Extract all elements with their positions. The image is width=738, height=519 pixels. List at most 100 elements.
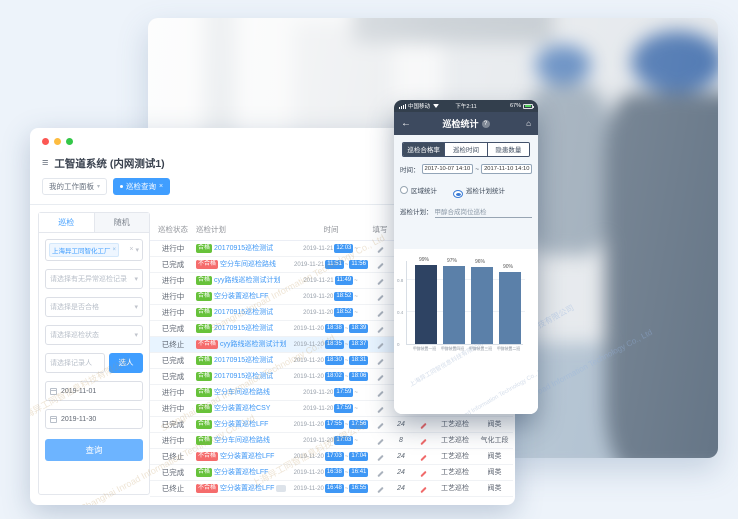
start-time-chip: 18:52: [334, 291, 354, 301]
filter-select[interactable]: 请选择有无异常巡检记录 ▾: [45, 269, 143, 289]
segment-tab-0[interactable]: 巡检合格率: [403, 143, 446, 156]
minimize-window-icon[interactable]: [54, 138, 61, 145]
fill-pen-icon[interactable]: [376, 438, 384, 445]
plan-link[interactable]: 空分装置巡检LFF: [220, 485, 275, 492]
x-tick-label: 甲醇装置一班: [413, 346, 437, 351]
choose-person-button[interactable]: 选人: [109, 353, 143, 373]
table-row[interactable]: 进行中 合格 空分车间巡检路线 2019-11-20 17:03 ~8 工艺巡检 气化工段: [150, 432, 513, 449]
start-time-chip: 18:38: [324, 323, 344, 333]
plan-cell: 合格 空分装置巡检CSY: [196, 400, 292, 417]
radio-icon: [453, 190, 463, 198]
fill-pen-icon[interactable]: [376, 326, 384, 333]
date-to-input[interactable]: 2019-11-30: [45, 409, 143, 429]
time-to-input[interactable]: 2017-11-10 14:10: [481, 164, 533, 174]
plan-link[interactable]: 空分装置巡检LFF: [214, 293, 269, 300]
start-time-chip: 18:30: [324, 355, 344, 365]
edit-pen-icon[interactable]: [419, 422, 427, 429]
plan-link[interactable]: 20170915巡检测试: [214, 357, 274, 364]
plan-link[interactable]: cyy路线巡检测试计划: [214, 277, 281, 284]
fill-pen-icon[interactable]: [376, 454, 384, 461]
fill-pen-icon[interactable]: [376, 310, 384, 317]
signal-icon: [399, 103, 406, 109]
filter-select[interactable]: 请选择是否合格 ▾: [45, 297, 143, 317]
plan-link[interactable]: 20170915巡检测试: [214, 325, 274, 332]
time-from-input[interactable]: 2017-10-07 14:10: [421, 164, 474, 174]
fill-pen-icon[interactable]: [376, 342, 384, 349]
fill-pen-icon[interactable]: [376, 470, 384, 477]
recorder-input[interactable]: 请选择记录人: [45, 353, 105, 373]
fill-cell: [370, 336, 390, 353]
plan-link[interactable]: 20170915巡检测试: [214, 309, 274, 316]
tab-inspection-query[interactable]: 巡检查询 ×: [113, 178, 171, 195]
plan-link[interactable]: 空分车间巡检路线: [214, 437, 271, 444]
table-row[interactable]: 已完成 合格 空分装置巡检LFF 2019-11-20 16:38 ~16:41 24 工艺巡…: [150, 464, 513, 481]
type-cell: 工艺巡检: [434, 416, 476, 433]
y-tick-label: 0: [397, 342, 400, 347]
plan-cell: 不合格 空分装置巡检LFF: [196, 448, 292, 465]
remove-chip-icon[interactable]: ×: [112, 247, 117, 253]
plan-link[interactable]: 20170915巡检测试: [214, 245, 274, 252]
radio-option[interactable]: 区域统计: [400, 182, 437, 198]
grade-badge: 合格: [196, 387, 213, 397]
edit-pen-icon[interactable]: [419, 486, 427, 493]
fill-pen-icon[interactable]: [376, 278, 384, 285]
fill-pen-icon[interactable]: [376, 422, 384, 429]
fill-pen-icon[interactable]: [376, 358, 384, 365]
filter-select[interactable]: 请选择巡检状态 ▾: [45, 325, 143, 345]
home-icon[interactable]: ⌂: [526, 119, 531, 128]
date-text: 2019-11-20: [293, 325, 324, 332]
tab-inspection[interactable]: 巡检: [39, 213, 94, 232]
tab-random[interactable]: 随机: [93, 213, 149, 232]
plan-link[interactable]: 空分装置巡检LFF: [220, 453, 275, 460]
x-tick-label: 甲醇装置二班: [497, 346, 521, 351]
table-row[interactable]: 已终止 不合格 空分装置巡检LFF 2019-11-20 16:48 ~16:55 24 工艺…: [150, 480, 513, 497]
fill-pen-icon[interactable]: [376, 390, 384, 397]
back-icon[interactable]: ←: [401, 118, 411, 129]
battery-percent: 67%: [509, 103, 521, 109]
segment-tab-1[interactable]: 巡检时间: [445, 143, 488, 156]
fill-pen-icon[interactable]: [376, 262, 384, 269]
fill-pen-icon[interactable]: [376, 374, 384, 381]
start-time-chip: 17:59: [334, 387, 354, 397]
plan-link[interactable]: cyy路线巡检测试计划: [220, 341, 287, 348]
edit-pen-icon[interactable]: [419, 438, 427, 445]
edit-cell: [412, 416, 434, 433]
tab-workspace[interactable]: 我的工作面板 ▾: [42, 178, 108, 195]
start-time-chip: 11:51: [325, 259, 344, 269]
plan-link[interactable]: 空分装置巡检CSY: [214, 405, 271, 412]
plan-link[interactable]: 空分装置巡检LFF: [214, 469, 269, 476]
close-window-icon[interactable]: [42, 138, 49, 145]
close-icon[interactable]: ×: [159, 183, 164, 190]
start-time-chip: 16:48: [324, 483, 344, 493]
plan-cell: 合格 20170915巡检测试: [196, 320, 292, 337]
table-row[interactable]: 已终止 不合格 空分装置巡检LFF 2019-11-20 17:03 ~17:04 24 工艺…: [150, 448, 513, 465]
help-icon[interactable]: ?: [481, 119, 490, 128]
table-row[interactable]: 已完成 合格 空分装置巡检LFF 2019-11-20 17:55 ~17:56 24 工艺巡…: [150, 416, 513, 433]
factory-select[interactable]: 上海异工同智化工厂 × × ▾: [45, 239, 143, 261]
clear-icon[interactable]: ×: [129, 246, 134, 253]
plan-input[interactable]: 甲醇合成岗位巡检: [434, 206, 532, 218]
plan-link[interactable]: 空分车间巡检路线: [220, 261, 277, 268]
date-from-input[interactable]: 2019-11-01: [45, 381, 143, 401]
edit-pen-icon[interactable]: [419, 470, 427, 477]
bar: [471, 267, 493, 344]
plan-link[interactable]: 空分车间巡检路线: [214, 389, 271, 396]
time-tilde: ~: [344, 485, 349, 492]
search-button[interactable]: 查询: [45, 439, 143, 461]
fill-pen-icon[interactable]: [376, 486, 384, 493]
fill-pen-icon[interactable]: [376, 294, 384, 301]
suffix-badge: [276, 484, 287, 492]
fill-cell: [370, 256, 390, 273]
menu-icon[interactable]: ≡: [42, 157, 49, 169]
plan-link[interactable]: 20170915巡检测试: [214, 373, 274, 380]
fill-pen-icon[interactable]: [376, 246, 384, 253]
fill-pen-icon[interactable]: [376, 406, 384, 413]
tab-bar: 我的工作面板 ▾ 巡检查询 ×: [42, 178, 171, 195]
time-cell: 2019-11-20 16:38 ~16:41: [292, 464, 370, 481]
radio-option[interactable]: 巡检计划统计: [453, 182, 505, 198]
edit-pen-icon[interactable]: [419, 454, 427, 461]
segment-tab-2[interactable]: 隐患数量: [487, 143, 529, 156]
time-cell: 2019-11-20 17:03 ~: [292, 432, 370, 449]
plan-link[interactable]: 空分装置巡检LFF: [214, 421, 269, 428]
maximize-window-icon[interactable]: [66, 138, 73, 145]
